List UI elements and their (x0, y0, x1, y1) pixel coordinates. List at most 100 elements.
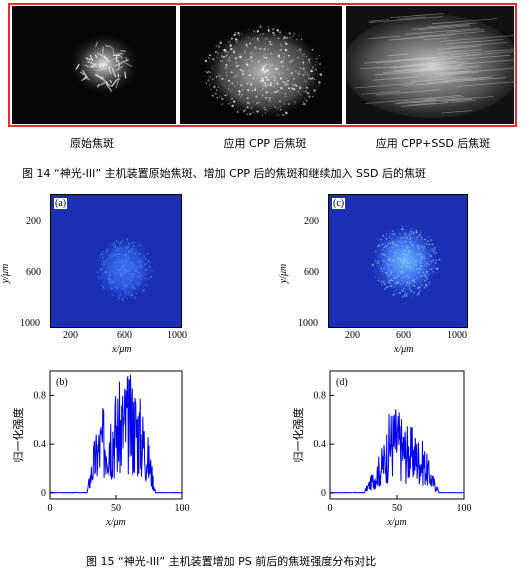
intensity-pixel (387, 274, 390, 277)
intensity-pixel (391, 246, 393, 249)
speckle-dot (312, 82, 314, 85)
intensity-pixel (390, 272, 392, 275)
speckle-dot (225, 71, 227, 73)
intensity-pixel (121, 265, 124, 268)
intensity-pixel (388, 235, 390, 237)
speckle-dot (226, 94, 228, 97)
speckle-dot (227, 79, 230, 83)
intensity-pixel (410, 290, 412, 292)
intensity-pixel (433, 252, 435, 254)
speckle-dot (234, 31, 237, 34)
intensity-pixel (114, 272, 117, 274)
smoothing-streak (405, 27, 480, 35)
speckle-dot (282, 72, 284, 74)
speckle-dot (286, 68, 289, 71)
intensity-pixel (416, 245, 419, 247)
intensity-pixel (380, 267, 382, 269)
intensity-pixel (120, 275, 123, 277)
y-tick-label: 0.8 (314, 390, 327, 401)
smoothing-streak (408, 67, 458, 73)
speckle-dot (295, 69, 297, 71)
speckle-dot (285, 82, 288, 85)
intensity-pixel (404, 257, 406, 259)
speckle-dot (252, 111, 255, 114)
intensity-pixel (423, 287, 426, 289)
speckle-dot (208, 60, 210, 63)
speckle-dot (317, 73, 319, 75)
panel-label: (b) (56, 377, 68, 388)
intensity-pixel (415, 260, 417, 262)
speckle-dot (246, 82, 249, 85)
intensity-pixel (389, 285, 392, 287)
speckle-dot (276, 106, 280, 110)
speckle-dot (256, 102, 259, 105)
intensity-pixel (136, 282, 138, 285)
speckle-dot (262, 81, 265, 84)
speckle-dot (278, 31, 281, 34)
speckle-dot (251, 52, 253, 54)
intensity-pixel (113, 242, 115, 244)
speckle-dot (253, 37, 255, 39)
speckle-dot (223, 48, 227, 52)
intensity-pixel (384, 280, 387, 282)
intensity-pixel (400, 283, 402, 286)
intensity-pixel (408, 246, 410, 249)
intensity-pixel (137, 265, 140, 267)
speckle-dot (258, 60, 260, 62)
intensity-pixel (135, 279, 138, 281)
intensity-pixel (436, 272, 439, 274)
intensity-pixel (383, 281, 385, 284)
intensity-pixel (428, 243, 431, 246)
cpp-spot-image (180, 6, 342, 124)
speckle-dot (237, 31, 240, 35)
intensity-pixel (418, 253, 421, 256)
intensity-pixel (401, 290, 403, 292)
intensity-pixel (125, 253, 127, 255)
intensity-pixel (371, 264, 374, 266)
intensity-pixel (407, 272, 410, 275)
intensity-pixel (377, 277, 380, 279)
speckle-dot (272, 86, 274, 88)
intensity-pixel (392, 260, 394, 262)
intensity-pixel (149, 266, 151, 268)
smoothing-streak (368, 16, 444, 23)
intensity-pixel (395, 289, 397, 291)
intensity-pixel (406, 265, 408, 268)
speckle-streak (97, 81, 107, 87)
intensity-pixel (112, 281, 114, 284)
speckle-dot (250, 57, 252, 59)
y-tick-label: 0.4 (34, 439, 47, 450)
intensity-pixel (411, 295, 413, 297)
speckle-dot (313, 69, 315, 71)
smoothing-streak (441, 110, 472, 114)
intensity-pixel (380, 280, 383, 283)
intensity-pixel (406, 275, 408, 277)
intensity-map-a: (a) (50, 194, 182, 328)
smoothing-streak (387, 53, 408, 57)
intensity-pixel (391, 233, 393, 235)
smoothing-streak (410, 76, 473, 83)
intensity-pixel (119, 244, 121, 246)
speckle-dot (221, 98, 224, 101)
speckle-dot (286, 95, 288, 98)
speckle-dot (220, 97, 222, 99)
intensity-pixel (112, 252, 115, 255)
intensity-pixel (122, 283, 124, 286)
intensity-pixel (142, 286, 144, 288)
intensity-pixel (144, 258, 147, 260)
intensity-pixel (420, 284, 423, 286)
intensity-pixel (395, 281, 397, 284)
intensity-pixel (124, 260, 127, 262)
intensity-pixel (393, 291, 395, 293)
intensity-pixel (125, 291, 128, 293)
intensity-pixel (413, 263, 415, 265)
intensity-pixel (120, 272, 122, 274)
intensity-pixel (137, 244, 140, 246)
intensity-pixel (112, 287, 115, 290)
speckle-dot (208, 75, 212, 79)
intensity-pixel (108, 266, 110, 268)
intensity-pixel (413, 291, 415, 294)
intensity-pixel (421, 257, 423, 260)
smoothing-streak (444, 76, 494, 82)
speckle-streak (124, 62, 133, 68)
